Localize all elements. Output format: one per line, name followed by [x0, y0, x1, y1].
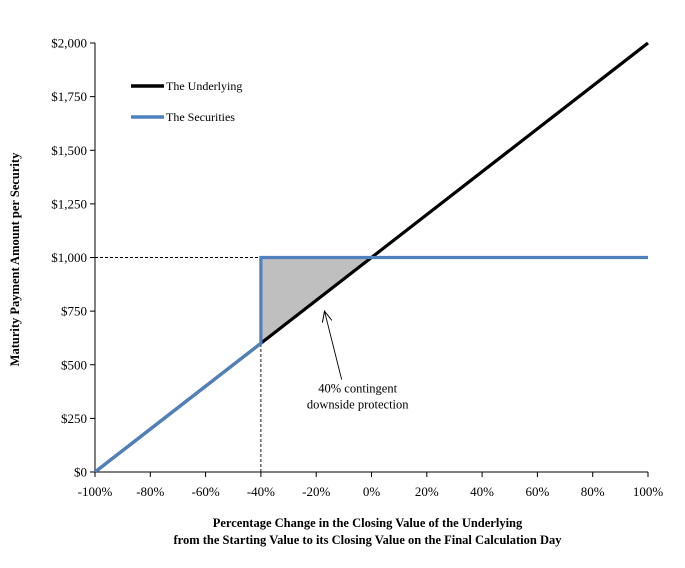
x-tick-label: 20%: [415, 484, 439, 499]
x-tick-label: -20%: [302, 484, 330, 499]
y-tick-label: $750: [61, 304, 87, 319]
x-axis-title-line-0: Percentage Change in the Closing Value o…: [213, 516, 523, 530]
x-tick-label: 0%: [363, 484, 381, 499]
annotation-arrow: [324, 311, 343, 380]
x-axis-title-line-1: from the Starting Value to its Closing V…: [173, 533, 562, 547]
x-tick-label: 40%: [470, 484, 494, 499]
y-tick-label: $0: [74, 465, 87, 480]
securities-series-line: [94, 255, 648, 474]
legend-label-1: The Securities: [166, 110, 235, 124]
x-tick-label: -40%: [247, 484, 275, 499]
y-tick-label: $500: [61, 357, 87, 372]
y-tick-label: $1,500: [51, 143, 87, 158]
y-axis-title: Maturity Payment Amount per Security: [8, 152, 22, 366]
y-tick-label: $2,000: [51, 36, 87, 51]
x-tick-label: 100%: [633, 484, 664, 499]
annotation-text-line-1: downside protection: [307, 398, 409, 412]
y-tick-label: $1,750: [51, 89, 87, 104]
legend-label-0: The Underlying: [166, 79, 242, 93]
x-tick-label: 80%: [581, 484, 605, 499]
x-tick-label: 60%: [525, 484, 549, 499]
annotation-text-line-0: 40% contingent: [318, 382, 397, 396]
y-tick-label: $1,000: [51, 250, 87, 265]
x-tick-label: -100%: [78, 484, 113, 499]
x-tick-label: -60%: [192, 484, 220, 499]
y-tick-label: $250: [61, 411, 87, 426]
x-tick-label: -80%: [136, 484, 164, 499]
y-tick-label: $1,250: [51, 196, 87, 211]
